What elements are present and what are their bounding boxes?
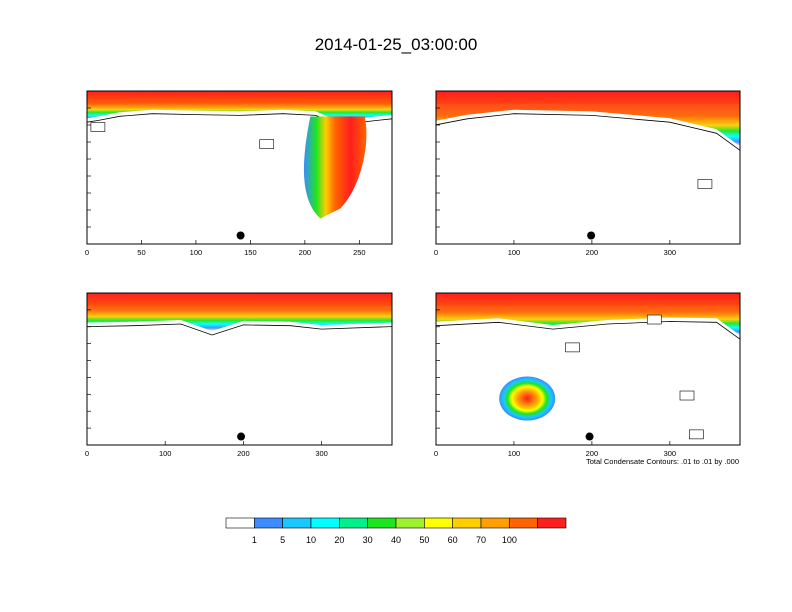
x-tick-label: 50	[137, 248, 145, 257]
location-marker	[236, 231, 245, 240]
x-tick-label: 0	[85, 449, 89, 458]
x-tick-label: 300	[315, 449, 328, 458]
panel-4: 0 100 200 300	[434, 292, 741, 458]
tropopause-contour	[86, 323, 393, 336]
location-marker	[237, 432, 246, 441]
x-tick-label: 200	[299, 248, 312, 257]
contour-info: Total Condensate Contours: .01 to .01 by…	[586, 457, 739, 466]
colorbar-swatch	[310, 517, 340, 529]
stratosphere-layer	[436, 91, 740, 147]
colorbar-swatch	[339, 517, 368, 529]
colorbar-label: 100	[502, 535, 517, 545]
contour-label-box	[697, 179, 713, 189]
plot-frame	[86, 90, 393, 245]
contour-label-box	[679, 390, 695, 401]
colorbar-label: 30	[363, 535, 373, 545]
tracer-blob	[499, 376, 556, 421]
tropopause-contour	[435, 113, 741, 151]
contour-label-box	[259, 139, 275, 149]
plot-frame	[435, 90, 741, 245]
colorbar-label: 10	[306, 535, 316, 545]
x-tick-label: 200	[586, 248, 599, 257]
contour-label-box	[646, 314, 662, 325]
panel-1: 0 50 100 150 200 250	[85, 90, 393, 257]
colorbar-swatch	[509, 517, 538, 529]
stratosphere-layer	[87, 293, 392, 331]
x-tick-label: 100	[190, 248, 203, 257]
stratospheric-intrusion	[303, 116, 367, 219]
colorbar-swatch	[367, 517, 397, 529]
colorbar-label: 60	[448, 535, 458, 545]
contour-label-box	[90, 122, 106, 132]
colorbar-swatch	[480, 517, 510, 529]
x-tick-label: 150	[244, 248, 257, 257]
x-tick-label: 0	[434, 449, 438, 458]
stratosphere-layer	[436, 293, 740, 336]
colorbar-swatch	[452, 517, 482, 529]
figure-title: 2014-01-25_03:00:00	[315, 35, 478, 54]
colorbar-swatch	[537, 517, 567, 529]
plot-frame	[435, 292, 741, 446]
x-tick-label: 100	[159, 449, 172, 458]
colorbar-label: 50	[419, 535, 429, 545]
x-tick-label: 250	[353, 248, 366, 257]
colorbar-swatch	[225, 517, 255, 529]
colorbar-label: 20	[334, 535, 344, 545]
x-tick-label: 100	[508, 248, 521, 257]
x-tick-label: 300	[664, 449, 677, 458]
plot-frame	[86, 292, 393, 446]
colorbar: 1 5 10 20 30 40 50 60 70 100	[225, 517, 567, 545]
x-tick-label: 0	[85, 248, 89, 257]
x-tick-label: 200	[586, 449, 599, 458]
colorbar-swatch	[424, 517, 453, 529]
contour-label-box	[565, 342, 580, 353]
location-marker	[587, 231, 596, 240]
x-tick-label: 300	[664, 248, 677, 257]
x-tick-label: 0	[434, 248, 438, 257]
colorbar-label: 70	[476, 535, 486, 545]
colorbar-label: 40	[391, 535, 401, 545]
location-marker	[585, 432, 594, 441]
stratosphere-layer	[87, 91, 392, 121]
colorbar-swatch	[254, 517, 283, 529]
x-tick-label: 200	[237, 449, 250, 458]
contour-label-box	[689, 429, 704, 440]
colorbar-swatch	[282, 517, 312, 529]
panel-3: 0 100 200 300	[85, 292, 393, 458]
panel-2: 0 100 200 300	[434, 90, 741, 257]
colorbar-label: 1	[252, 535, 257, 545]
x-tick-label: 100	[508, 449, 521, 458]
colorbar-swatch	[395, 517, 425, 529]
tropopause-contour	[435, 321, 741, 340]
colorbar-label: 5	[280, 535, 285, 545]
panels: 0 50 100 150 200 250 0 100 200 300 0 100 200 300 0 100 2…	[85, 90, 741, 458]
